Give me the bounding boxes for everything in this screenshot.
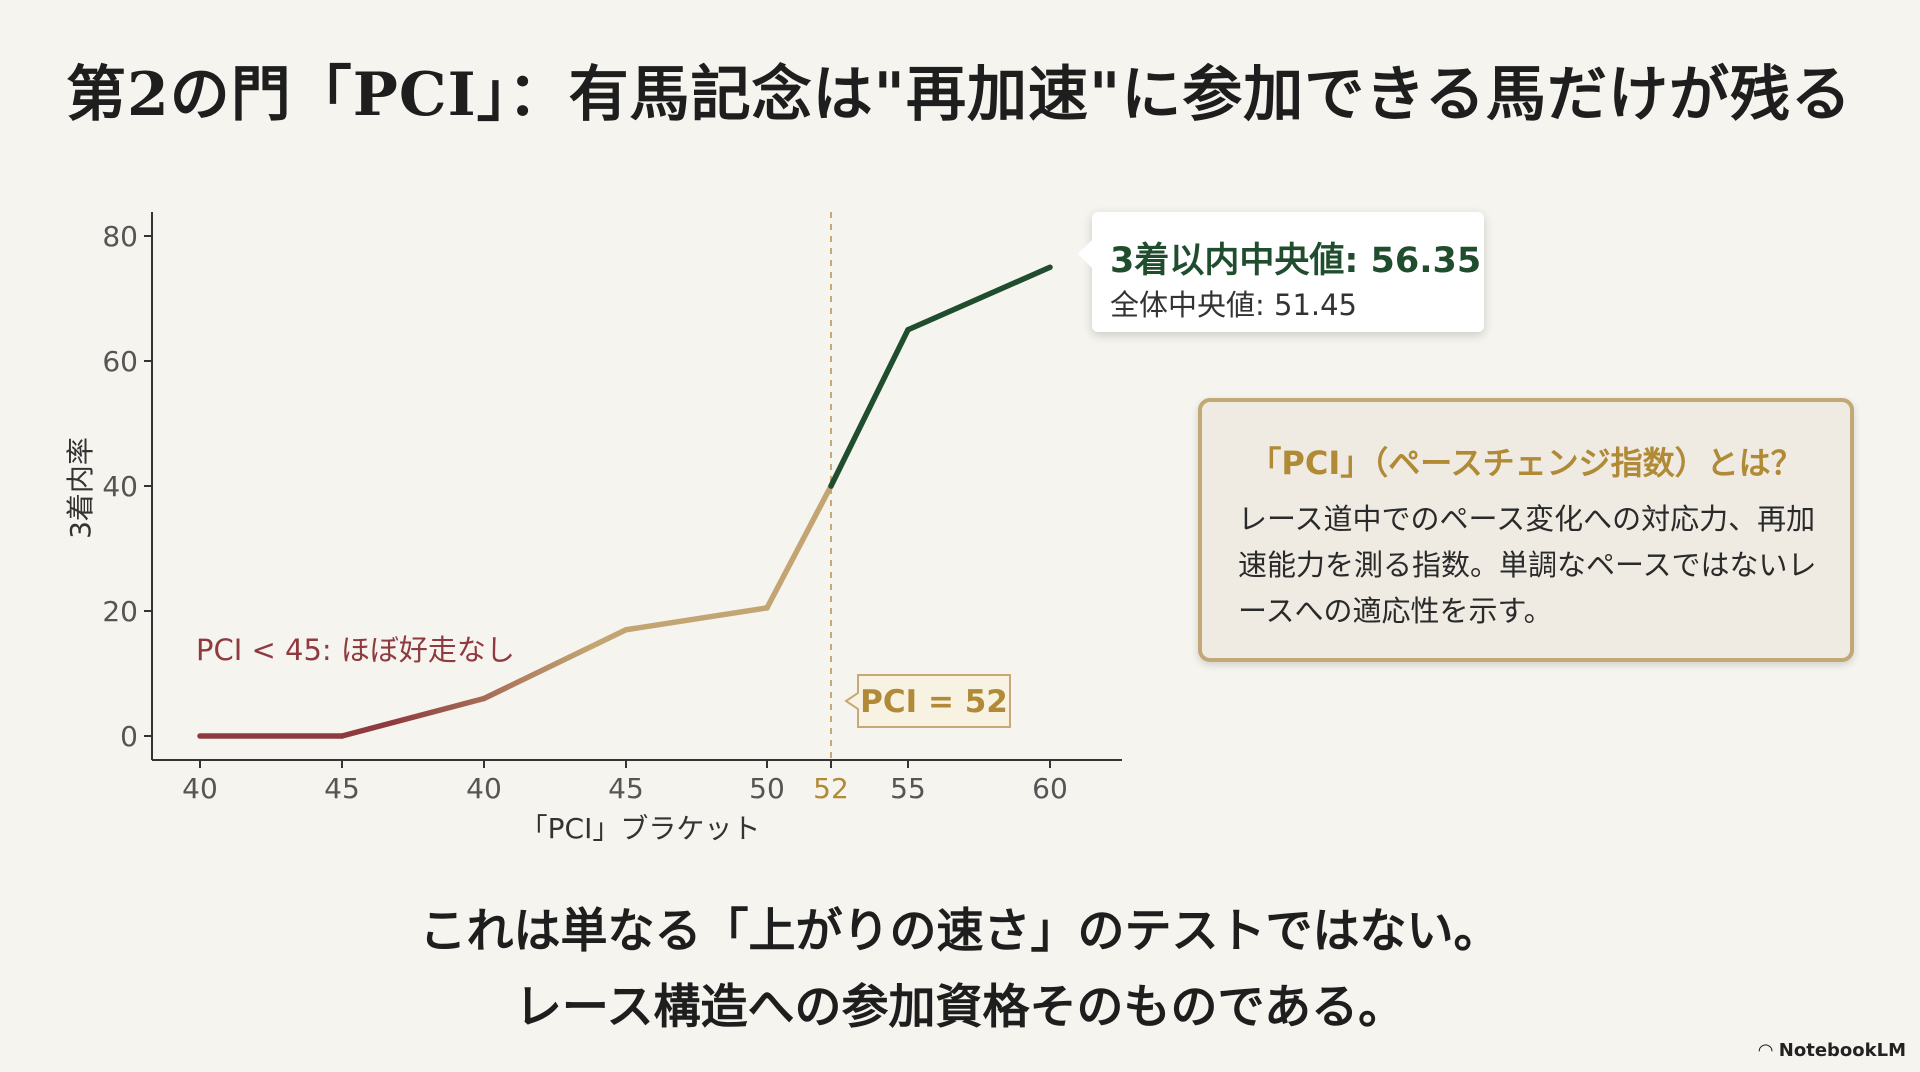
x-tick-label: 40: [466, 772, 502, 805]
y-tick-label: 60: [102, 345, 138, 378]
x-axis-title: 「PCI」ブラケット: [520, 812, 761, 845]
page-title: 第2の門「PCI」：有馬記念は"再加速"に参加できる馬だけが残る: [66, 60, 1853, 130]
threshold-label: PCI = 52: [860, 684, 1008, 720]
x-tick-label: 52: [813, 772, 849, 805]
y-axis-title: 3着内率: [64, 437, 97, 539]
low-pci-annotation: PCI < 45: ほぼ好走なし: [196, 633, 515, 667]
conclusion-line-2: レース構造への参加資格そのものである。: [514, 980, 1406, 1035]
line-segment: [481, 627, 629, 702]
y-tick-label: 80: [102, 220, 138, 253]
notebooklm-logo: ◠ NotebookLM: [1758, 1040, 1906, 1061]
conclusion-line-1: これは単なる「上がりの速さ」のテストではない。: [419, 904, 1501, 959]
x-tick-label: 60: [1032, 772, 1068, 805]
y-tick-label: 20: [102, 595, 138, 628]
line-segment: [764, 483, 834, 611]
x-tick-label: 55: [890, 772, 926, 805]
x-tick-label: 50: [749, 772, 785, 805]
definition-body: レース道中でのペース変化への対応力、再加速能力を測る指数。単調なペースではないレ…: [1238, 502, 1817, 628]
threshold-callout-box: [844, 674, 1011, 728]
top3-median-label: 3着以内中央値: 56.35: [1110, 241, 1482, 281]
x-tick-label: 40: [182, 772, 218, 805]
line-segment: [623, 605, 770, 633]
line-segment: [905, 264, 1053, 333]
line-segment: [828, 327, 911, 489]
pci-line-chart: 0 20 40 60 80 40 45 40 45 50 52 55 60 「PCI」ブラケット 3着内率 P…: [64, 212, 1122, 845]
y-tick-label: 40: [102, 470, 138, 503]
x-tick-label: 45: [608, 772, 644, 805]
y-tick-label: 0: [120, 720, 138, 753]
line-segment: [339, 695, 487, 739]
logo-text: NotebookLM: [1778, 1040, 1906, 1061]
pci-definition-card: 「PCI」（ペースチェンジ指数）とは？ レース道中でのペース変化への対応力、再加…: [1198, 398, 1854, 662]
definition-heading: 「PCI」（ペースチェンジ指数）とは？: [1249, 444, 1803, 482]
median-tooltip: 3着以内中央値: 56.35 全体中央値: 51.45: [1078, 212, 1484, 332]
overall-median-label: 全体中央値: 51.45: [1110, 288, 1358, 322]
x-tick-label: 45: [324, 772, 360, 805]
